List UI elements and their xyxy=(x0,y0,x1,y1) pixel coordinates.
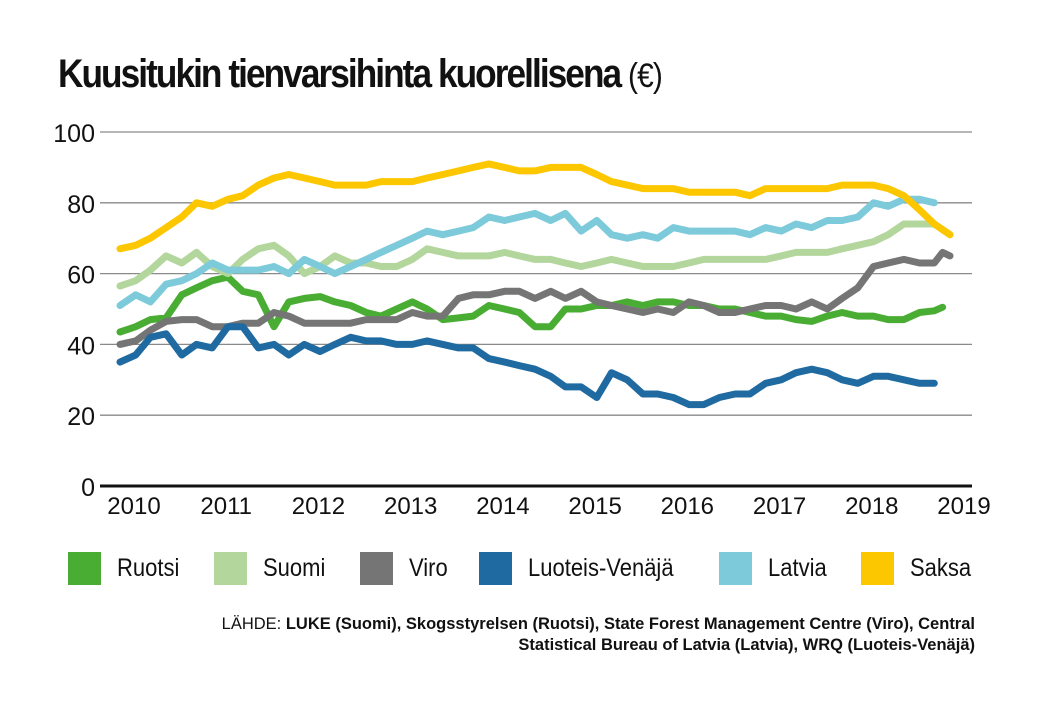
legend-item-saksa: Saksa xyxy=(860,552,979,585)
legend-swatch xyxy=(478,552,512,585)
y-tick-label: 100 xyxy=(53,120,95,148)
legend-swatch xyxy=(860,552,894,585)
legend-label: Saksa xyxy=(909,554,972,582)
legend-label: Luoteis-Venäjä xyxy=(527,554,674,582)
legend-swatch xyxy=(359,552,393,585)
x-tick-label: 2013 xyxy=(384,493,437,520)
legend-label: Latvia xyxy=(768,554,827,582)
x-tick-label: 2019 xyxy=(937,493,990,520)
y-tick-label: 20 xyxy=(67,403,95,431)
x-tick-label: 2010 xyxy=(107,493,160,520)
legend: Ruotsi Suomi Viro Luoteis-Venäjä Latvia … xyxy=(68,552,1005,585)
legend-item-ruotsi: Ruotsi xyxy=(68,552,188,585)
legend-item-viro: Viro xyxy=(359,552,453,585)
series-line-suomi xyxy=(116,220,954,290)
legend-label: Ruotsi xyxy=(117,554,180,582)
y-tick-label: 80 xyxy=(67,191,95,219)
x-tick-label: 2015 xyxy=(568,493,621,520)
series-line-luoteis-ven-j- xyxy=(116,323,938,409)
x-tick-label: 2018 xyxy=(845,493,898,520)
gridlines xyxy=(100,131,972,488)
y-tick-label: 0 xyxy=(81,474,95,502)
chart-title: Kuusitukin tienvarsihinta kuorellisena (… xyxy=(58,52,663,97)
series-lines xyxy=(116,160,954,409)
series-line-latvia xyxy=(116,195,938,309)
series-line-viro xyxy=(116,248,954,348)
x-tick-label: 2011 xyxy=(200,493,252,520)
y-tick-label: 40 xyxy=(67,332,95,360)
x-axis-ticks: 2010 2011 2012 2013 2014 2015 2016 2017 2018 2019 xyxy=(107,493,990,520)
x-tick-label: 2017 xyxy=(753,493,806,520)
legend-item-luoteis-venaja: Luoteis-Venäjä xyxy=(478,552,693,585)
legend-item-suomi: Suomi xyxy=(213,552,334,585)
legend-label: Viro xyxy=(408,554,448,582)
x-tick-label: 2014 xyxy=(476,493,529,520)
source-label: LÄHDE: xyxy=(221,615,282,633)
chart-title-main: Kuusitukin tienvarsihinta kuorellisena xyxy=(58,52,622,96)
legend-label: Suomi xyxy=(262,554,326,582)
legend-item-latvia: Latvia xyxy=(719,552,835,585)
series-line-saksa xyxy=(116,160,954,253)
series-line-ruotsi xyxy=(116,273,947,336)
y-axis-ticks: 0 20 40 60 80 100 xyxy=(53,120,95,502)
source-note: LÄHDE: LUKE (Suomi), Skogsstyrelsen (Ruo… xyxy=(205,614,975,656)
y-tick-label: 60 xyxy=(67,262,95,290)
chart-title-unit: (€) xyxy=(628,57,663,95)
source-text: LUKE (Suomi), Skogsstyrelsen (Ruotsi), S… xyxy=(285,615,975,654)
x-tick-label: 2016 xyxy=(661,493,714,520)
legend-swatch xyxy=(213,552,247,585)
x-tick-label: 2012 xyxy=(292,493,345,520)
legend-swatch xyxy=(719,552,753,585)
legend-swatch xyxy=(68,552,101,585)
